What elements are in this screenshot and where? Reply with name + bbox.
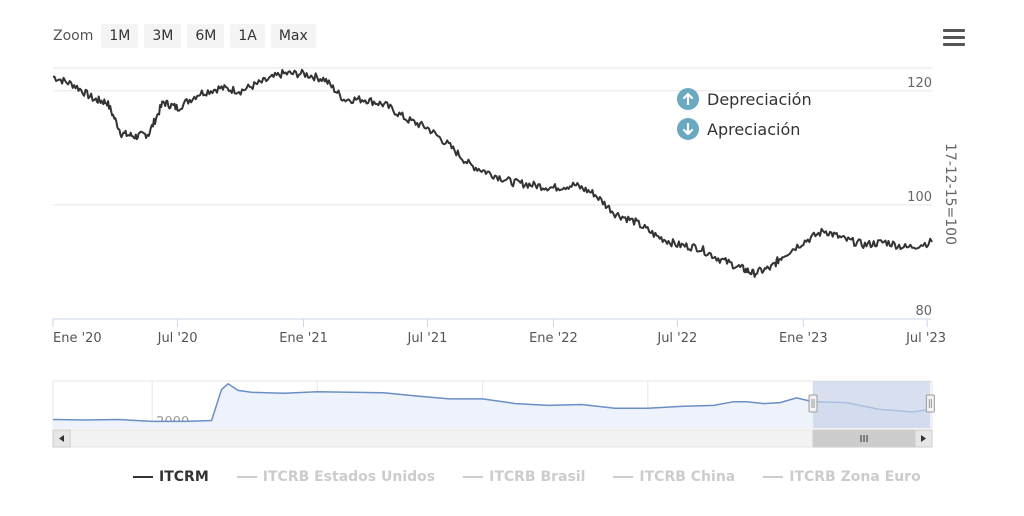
y-tick-label: 100 (907, 190, 932, 205)
x-tick-label: Ene '20 (53, 331, 102, 346)
zoom-3m-button[interactable]: 3M (144, 24, 182, 48)
legend-label: ITCRM (159, 469, 209, 485)
navigator-selection[interactable] (813, 381, 931, 428)
zoom-bar: Zoom 1M 3M 6M 1A Max (53, 23, 322, 49)
x-tick-label: Jul '21 (406, 331, 447, 346)
navigator-handle-left[interactable] (808, 394, 818, 413)
legend-item-itcrb-estados-unidos[interactable]: ITCRB Estados Unidos (236, 469, 436, 485)
navigator-handle-right[interactable] (925, 394, 935, 413)
annotation-label: Apreciación (707, 119, 801, 139)
y-axis-title: 17-12-15=100 (942, 143, 958, 245)
legend-swatch (463, 476, 484, 478)
legend-item-itcrm[interactable]: ITCRM (133, 469, 209, 485)
y-tick-label: 120 (907, 76, 932, 91)
legend-item-itcrb-china[interactable]: ITCRB China (613, 469, 735, 485)
series-line-itcrm (52, 68, 933, 278)
legend-swatch (133, 476, 153, 478)
arrow-down-circle-icon (677, 118, 699, 140)
legend-label: ITCRB Zona Euro (789, 469, 921, 485)
legend-swatch (236, 476, 257, 478)
x-tick-label: Jul '23 (905, 331, 946, 346)
legend-item-itcrb-brasil[interactable]: ITCRB Brasil (463, 469, 585, 485)
annotation-depreciacion: Depreciación (677, 88, 812, 110)
arrow-right-icon (921, 435, 926, 442)
zoom-max-button[interactable]: Max (270, 24, 316, 48)
x-tick-label: Ene '22 (529, 331, 578, 346)
arrow-left-icon (59, 435, 64, 442)
zoom-1a-button[interactable]: 1A (230, 24, 265, 48)
legend-label: ITCRB Brasil (489, 469, 586, 485)
legend: ITCRM ITCRB Estados Unidos ITCRB Brasil … (133, 469, 949, 485)
x-tick-label: Jul '22 (656, 331, 697, 346)
legend-label: ITCRB Estados Unidos (262, 469, 436, 485)
arrow-up-circle-icon (677, 88, 699, 110)
legend-item-itcrb-zona-euro[interactable]: ITCRB Zona Euro (763, 469, 921, 485)
x-tick-label: Ene '21 (279, 331, 328, 346)
navigator-area (53, 383, 931, 428)
x-tick-label: Ene '23 (779, 331, 828, 346)
legend-swatch (763, 476, 784, 478)
scrollbar-track (52, 429, 933, 448)
navigator-line (52, 382, 931, 423)
x-tick-label: Jul '20 (157, 331, 198, 346)
zoom-label: Zoom (53, 28, 94, 44)
y-tick-label: 80 (915, 304, 932, 319)
annotation-apreciacion: Apreciación (677, 118, 800, 140)
zoom-1m-button[interactable]: 1M (101, 24, 139, 48)
legend-label: ITCRB China (639, 469, 736, 485)
zoom-6m-button[interactable]: 6M (187, 24, 225, 48)
annotation-label: Depreciación (707, 89, 812, 109)
legend-swatch (613, 476, 634, 478)
hamburger-menu-icon[interactable] (943, 29, 965, 47)
